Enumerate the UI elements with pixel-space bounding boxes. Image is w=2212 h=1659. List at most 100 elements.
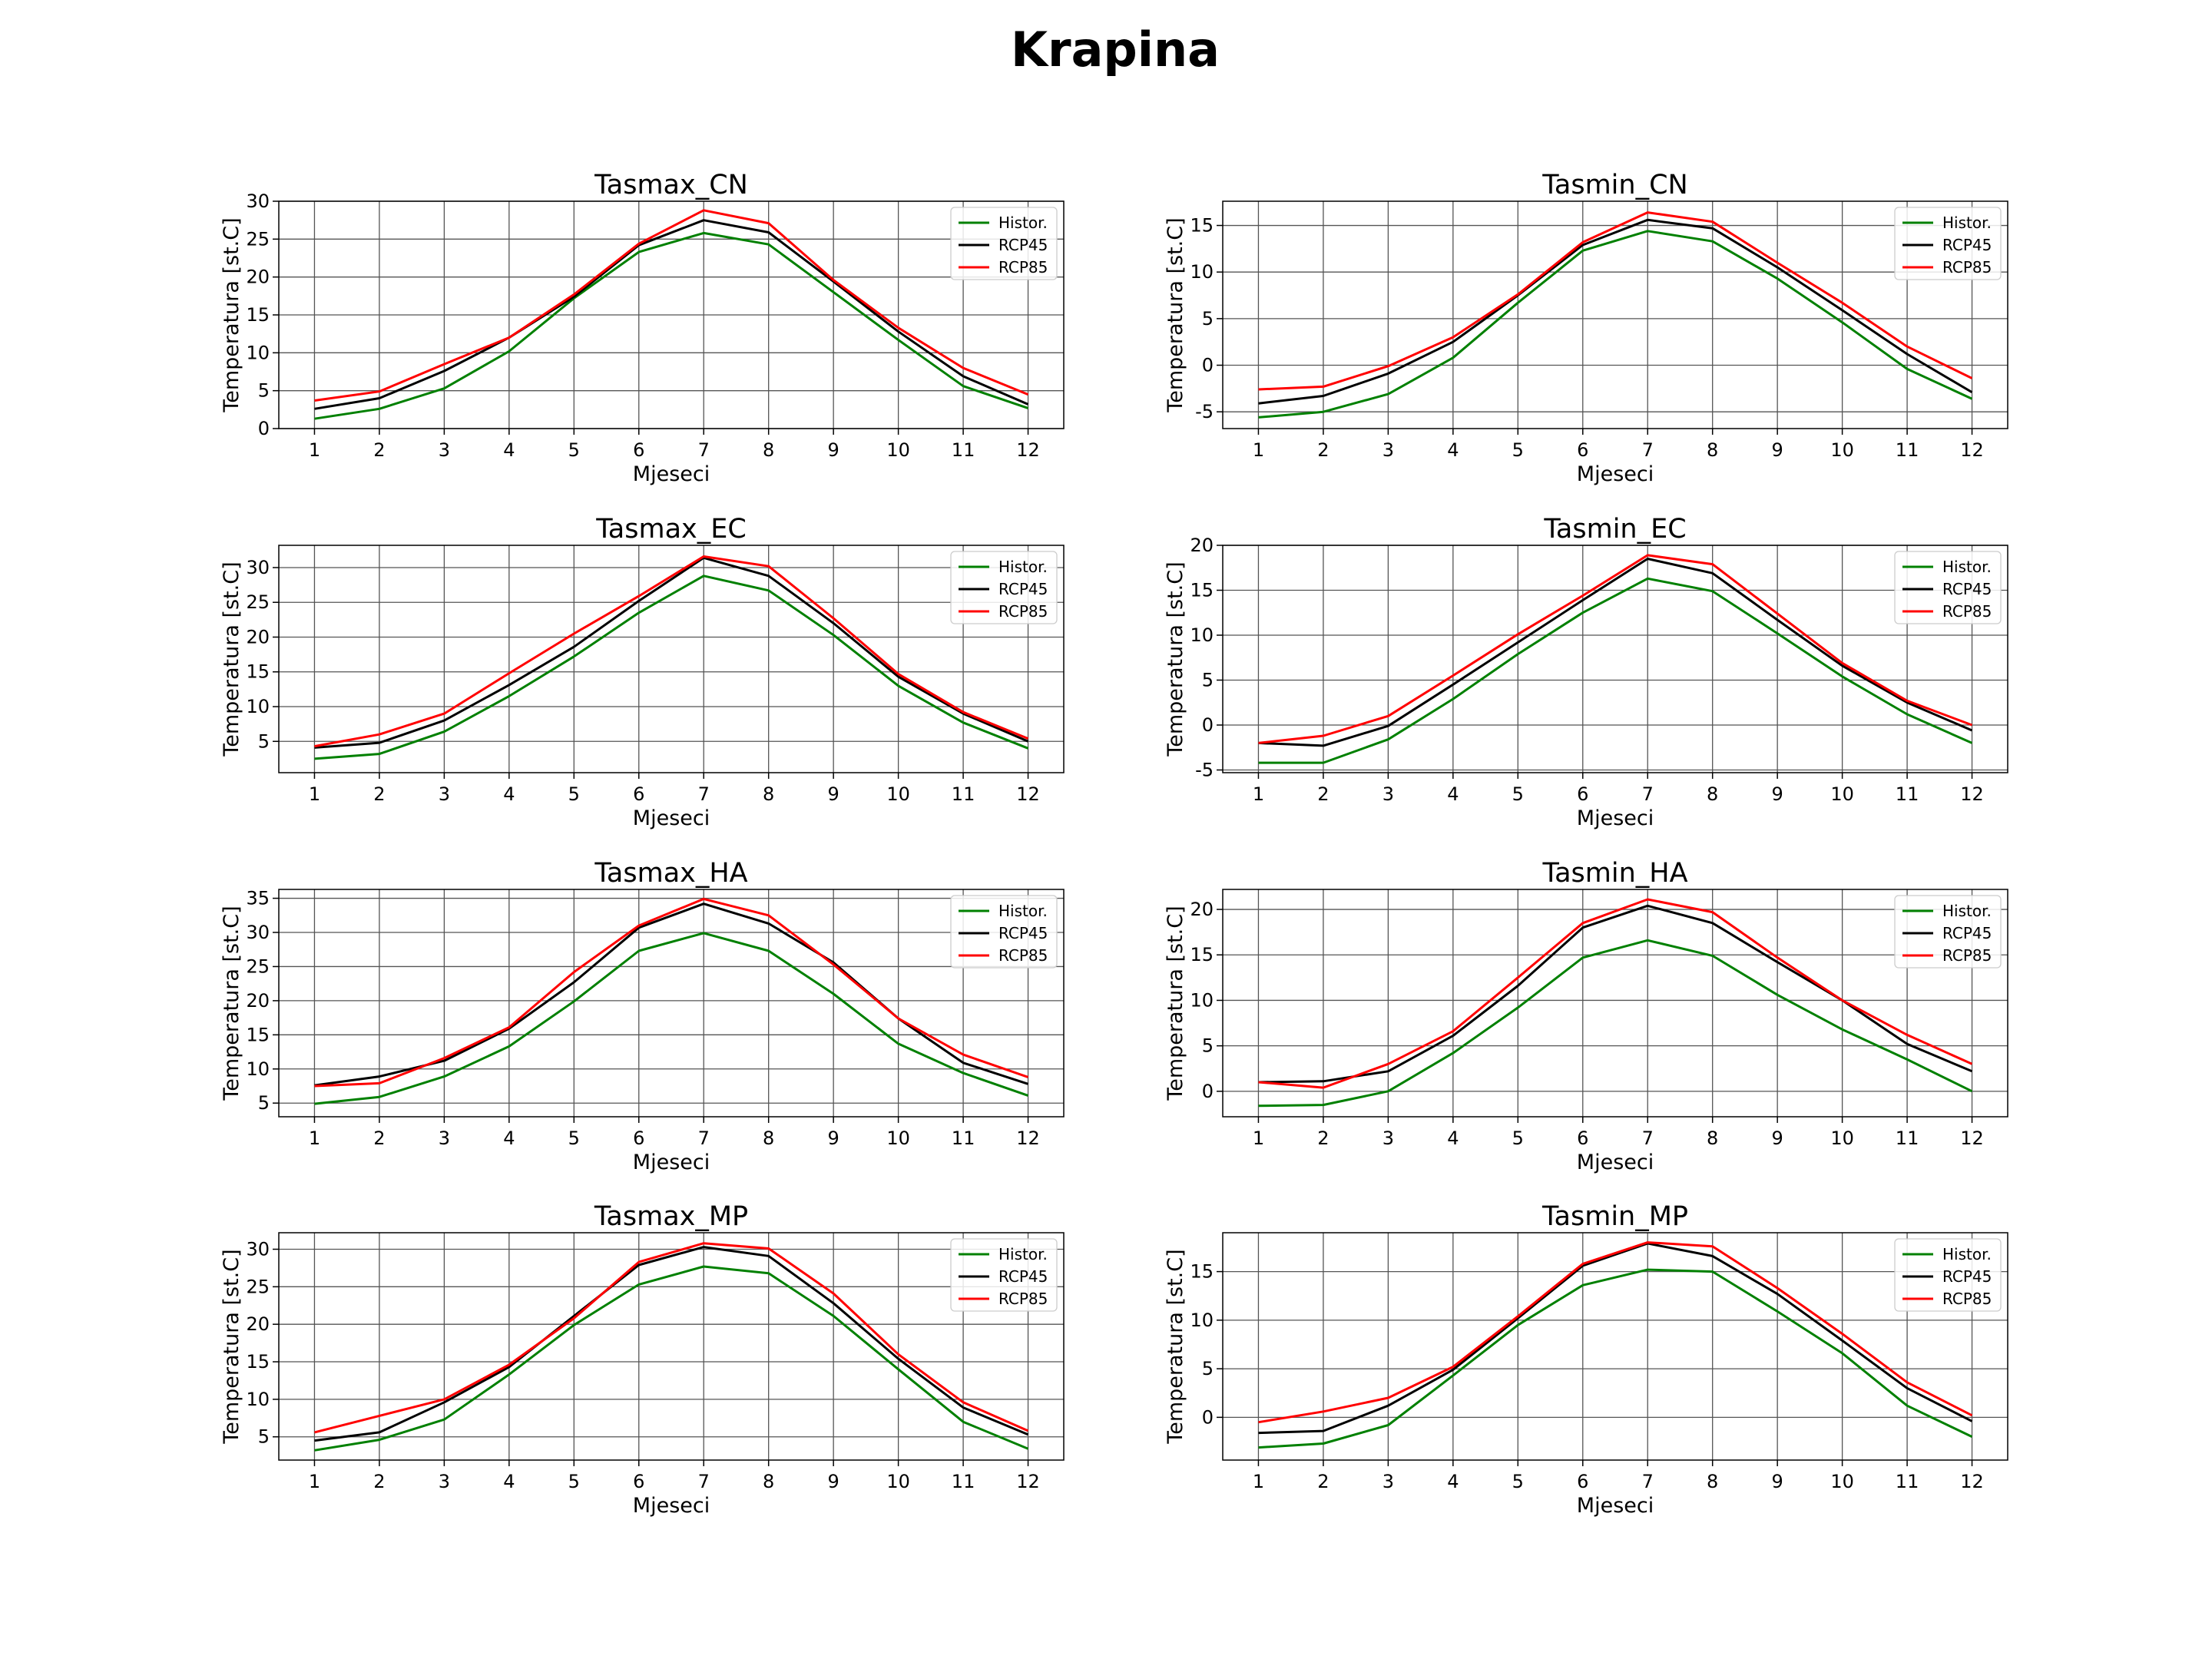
y-axis-label: Temperatura [st.C] [220, 1249, 243, 1444]
x-tick-label: 1 [309, 1128, 320, 1149]
panels: 1 2 3 4 5 6 7 8 9 10 11 12051015202530Tasmax_CNMjes… [220, 170, 2008, 1518]
y-tick-label: 10 [246, 1058, 270, 1080]
legend-box [950, 551, 1058, 624]
panel-title: Tasmax_EC [595, 514, 747, 545]
x-tick-label: 8 [763, 439, 774, 461]
y-tick-label: 15 [246, 304, 270, 326]
x-tick-label: 3 [439, 783, 450, 805]
series-line-rcp45 [314, 556, 1029, 749]
legend-label: RCP85 [1942, 602, 1992, 621]
x-tick-label: 2 [373, 439, 385, 461]
x-tick-label: 8 [1707, 439, 1718, 461]
x-tick-label: 9 [1772, 1471, 1783, 1492]
legend-label: RCP45 [1942, 924, 1992, 942]
y-tick-label: 15 [1190, 944, 1214, 965]
x-tick-label: 9 [828, 1128, 839, 1149]
series-line-rcp85 [1258, 1241, 1973, 1424]
x-tick-label: 3 [439, 1128, 450, 1149]
y-tick-label: 15 [1190, 215, 1214, 237]
series-line-histor [314, 932, 1028, 1105]
x-tick-label: 7 [1642, 783, 1654, 805]
x-tick-label: 11 [1896, 1128, 1919, 1149]
x-tick-label: 12 [1960, 439, 1984, 461]
panel-tasmax-ha: 1 2 3 4 5 6 7 8 9 10 11 125101520253035Tasmax_HAMje… [220, 858, 1065, 1174]
legend-box [950, 895, 1058, 969]
y-tick-label: 0 [1202, 1081, 1214, 1102]
legend: Histor. RCP45 RCP85 [1894, 551, 2002, 624]
x-tick-label: 6 [633, 1128, 644, 1149]
legend-label: Histor. [1942, 558, 1992, 576]
series-line-rcp85 [1258, 898, 1973, 1089]
x-tick-label: 10 [886, 783, 910, 805]
y-tick-label: 20 [246, 1313, 270, 1335]
x-tick-label: 10 [1830, 439, 1854, 461]
series-line-rcp85 [1258, 554, 1973, 744]
x-tick-label: 12 [1016, 439, 1040, 461]
x-axis-label: Mjeseci [1577, 806, 1654, 830]
x-tick-label: 1 [309, 439, 320, 461]
panel-tasmin-ha: 1 2 3 4 5 6 7 8 9 10 11 1205101520Tasmin_HAMjeseciT… [1164, 858, 2008, 1174]
x-tick-label: 7 [1642, 439, 1654, 461]
legend-label: RCP85 [1942, 946, 1992, 965]
x-tick-label: 1 [309, 1471, 320, 1492]
x-tick-label: 5 [1512, 783, 1524, 805]
x-tick-label: 9 [828, 439, 839, 461]
y-tick-label: 10 [1190, 989, 1214, 1011]
y-tick-label: 20 [1190, 535, 1214, 556]
legend-box [1894, 551, 2002, 624]
x-tick-label: 5 [1512, 439, 1524, 461]
x-tick-label: 6 [633, 1471, 644, 1492]
panel-tasmin-ec: 1 2 3 4 5 6 7 8 9 10 11 12-505101520Tasmin_ECMjesec… [1164, 514, 2008, 830]
legend-label: RCP85 [1942, 1290, 1992, 1308]
x-axis-label: Mjeseci [1577, 462, 1654, 486]
series-line-rcp45 [1258, 904, 1973, 1084]
x-tick-label: 1 [1253, 1128, 1264, 1149]
legend-box [950, 1238, 1058, 1312]
y-axis-label: Temperatura [st.C] [220, 217, 243, 412]
panel-tasmin-cn: 1 2 3 4 5 6 7 8 9 10 11 12-5051015Tasmin_CNMjeseciT… [1164, 170, 2008, 486]
axes-frame [278, 545, 1065, 773]
x-tick-label: 3 [1382, 439, 1394, 461]
legend: Histor. RCP45 RCP85 [950, 207, 1058, 280]
x-tick-label: 4 [1447, 439, 1459, 461]
legend-label: Histor. [1942, 902, 1992, 920]
x-tick-label: 11 [952, 783, 975, 805]
x-tick-label: 9 [828, 783, 839, 805]
y-axis-label: Temperatura [st.C] [1164, 1249, 1187, 1444]
legend: Histor. RCP45 RCP85 [950, 1238, 1058, 1312]
y-tick-label: 10 [246, 342, 270, 363]
x-tick-label: 12 [1960, 1471, 1984, 1492]
x-tick-label: 3 [1382, 1471, 1394, 1492]
x-tick-label: 2 [1317, 1471, 1329, 1492]
x-tick-label: 6 [1577, 1128, 1588, 1149]
y-tick-label: 30 [246, 190, 270, 212]
x-tick-label: 8 [1707, 783, 1718, 805]
y-tick-label: 15 [246, 661, 270, 683]
series-line-histor [314, 575, 1029, 760]
x-tick-label: 11 [952, 439, 975, 461]
x-tick-label: 5 [568, 1128, 580, 1149]
legend-label: RCP85 [1942, 258, 1992, 276]
x-tick-label: 5 [568, 439, 580, 461]
panel-tasmax-cn: 1 2 3 4 5 6 7 8 9 10 11 12051015202530Tasmax_CNMjes… [220, 170, 1065, 486]
x-tick-label: 2 [1317, 783, 1329, 805]
y-tick-label: 25 [246, 955, 270, 977]
legend-label: Histor. [998, 214, 1048, 232]
x-tick-label: 11 [1896, 783, 1919, 805]
series-line-rcp85 [314, 555, 1029, 748]
y-tick-label: 20 [246, 267, 270, 288]
x-tick-label: 5 [1512, 1471, 1524, 1492]
x-tick-label: 6 [1577, 439, 1588, 461]
x-tick-label: 10 [1830, 1471, 1854, 1492]
series-line-rcp85 [314, 897, 1028, 1088]
y-tick-label: 10 [1190, 1310, 1214, 1331]
axes-frame [278, 889, 1065, 1118]
axes-frame [278, 1232, 1065, 1461]
x-axis-label: Mjeseci [633, 1151, 710, 1174]
x-tick-label: 2 [1317, 1128, 1329, 1149]
x-tick-label: 9 [1772, 783, 1783, 805]
x-tick-label: 10 [1830, 783, 1854, 805]
y-tick-label: 30 [246, 557, 270, 578]
